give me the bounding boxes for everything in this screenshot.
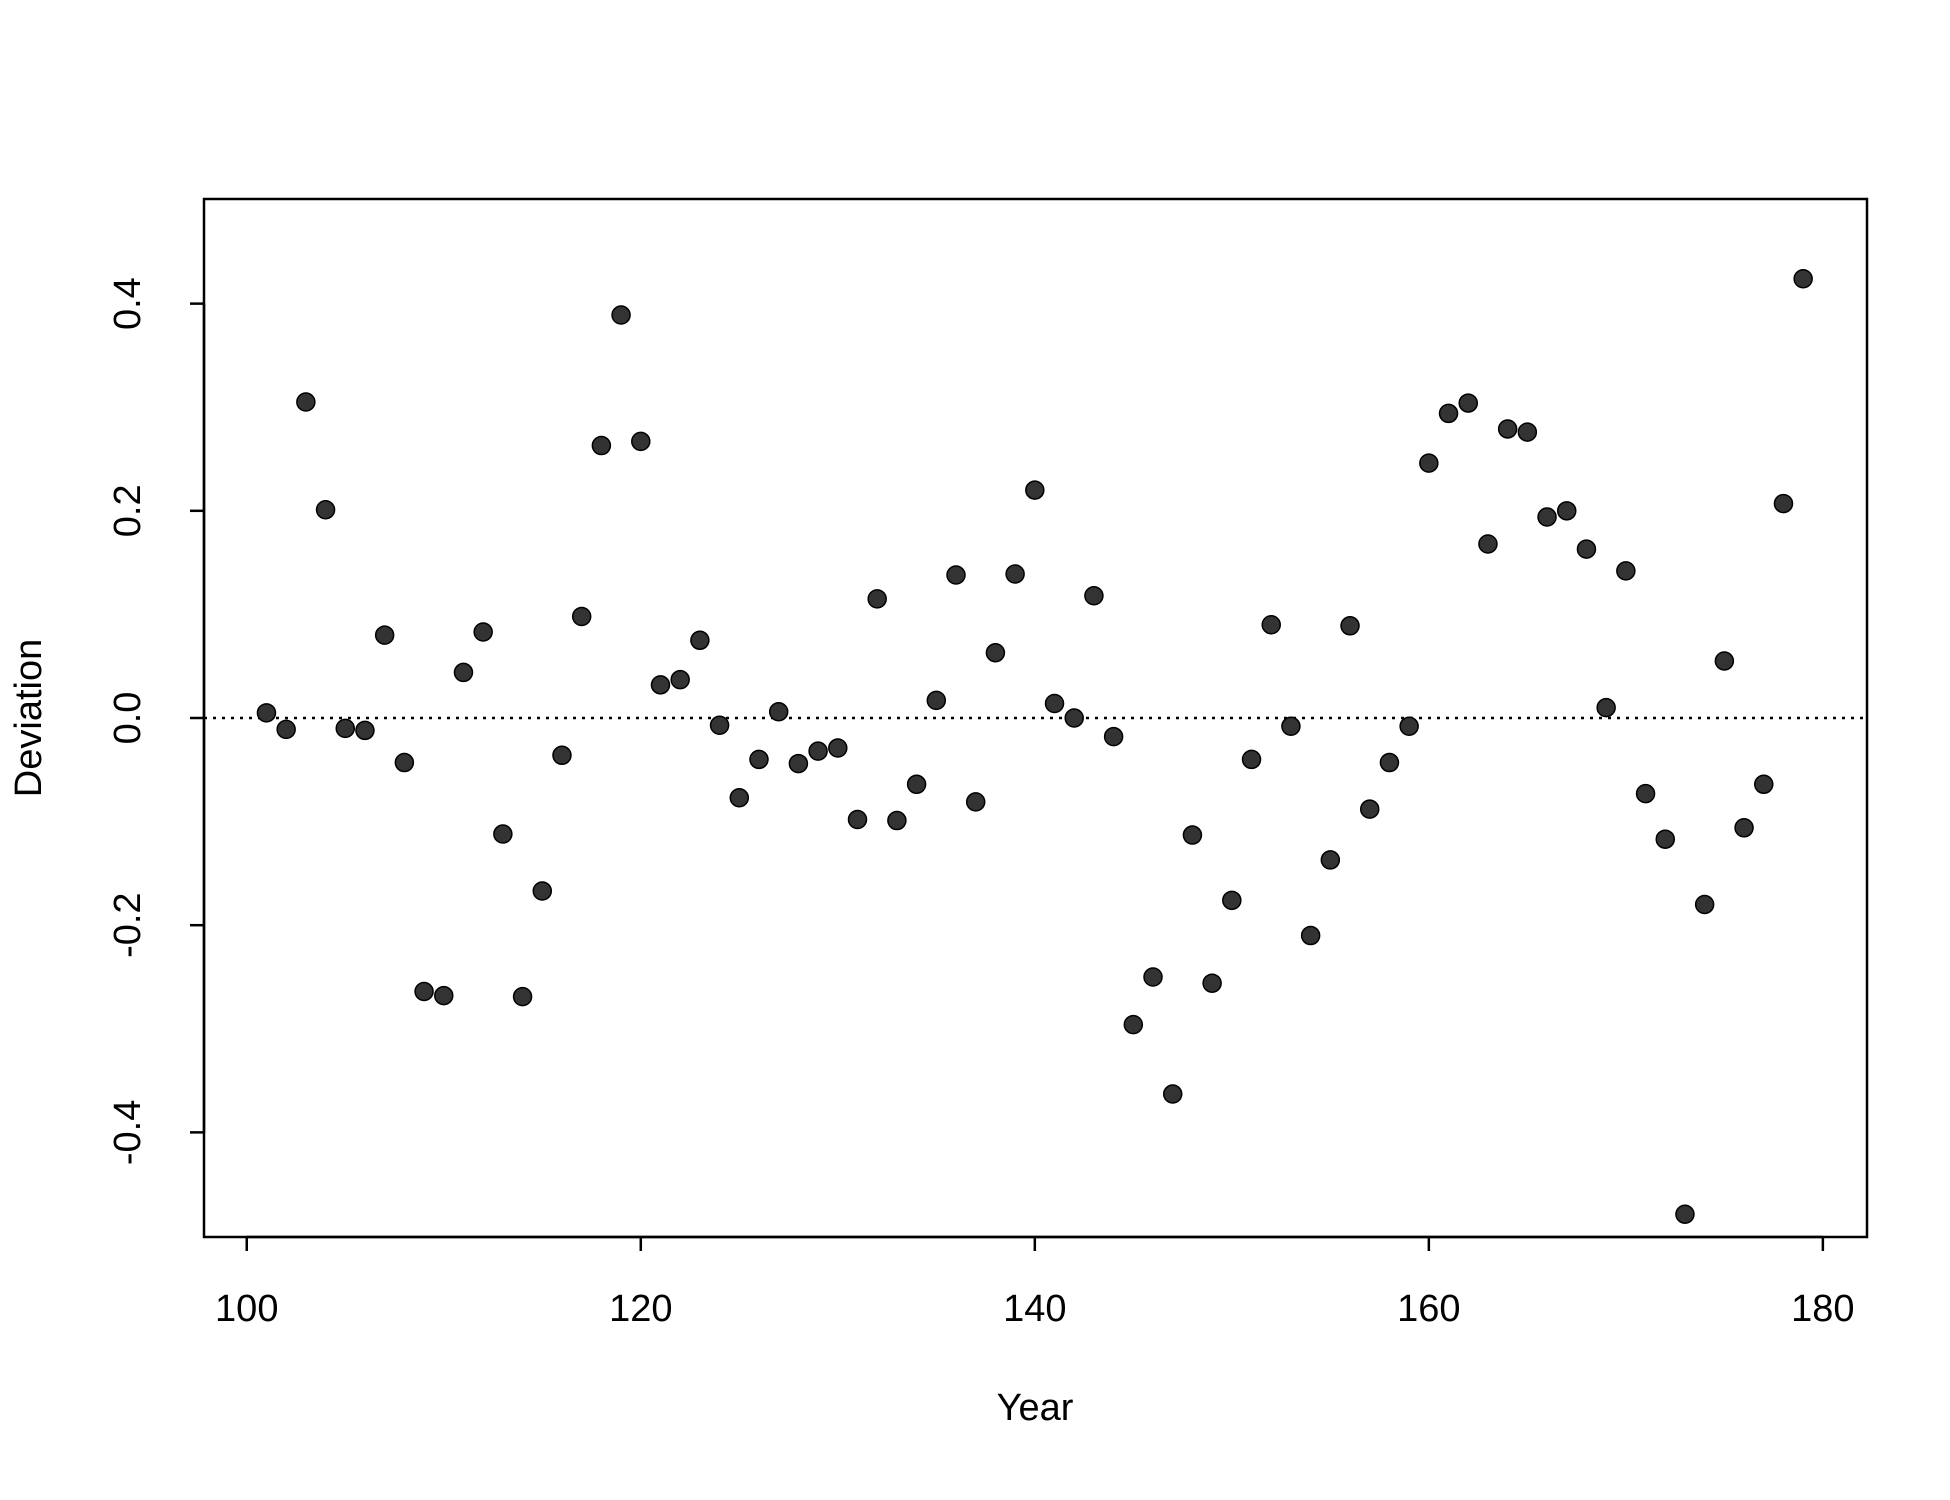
point (394, 752, 415, 773)
point (1241, 749, 1262, 770)
point (690, 630, 710, 651)
point (453, 662, 474, 683)
point (276, 719, 296, 740)
point (1635, 783, 1656, 804)
point (1714, 651, 1735, 671)
point (1044, 693, 1065, 714)
point (1419, 453, 1439, 473)
point (709, 715, 730, 736)
point (1300, 925, 1321, 946)
point (1222, 890, 1242, 911)
point (965, 792, 986, 812)
point (788, 753, 809, 774)
point (650, 675, 671, 695)
point (1754, 774, 1774, 795)
y-tick-label: -0.2 (107, 892, 149, 957)
y-tick-label: -0.4 (107, 1100, 149, 1165)
point (374, 625, 395, 645)
point (1497, 419, 1518, 439)
point (1202, 973, 1222, 993)
y-axis-label: Deviation (8, 639, 50, 797)
point (1773, 493, 1794, 514)
point (1182, 825, 1203, 845)
point (1123, 1014, 1144, 1035)
x-tick-label: 140 (1003, 1288, 1066, 1330)
point (1162, 1084, 1183, 1104)
point (296, 392, 316, 412)
point (414, 981, 434, 1002)
point (1103, 726, 1124, 747)
point (749, 749, 769, 770)
point (493, 824, 513, 844)
point (1025, 480, 1045, 500)
point (571, 606, 592, 627)
point (591, 435, 612, 456)
x-tick-label: 180 (1791, 1288, 1854, 1330)
x-tick-label: 160 (1397, 1288, 1460, 1330)
point (670, 669, 690, 690)
point (887, 810, 907, 831)
point (1517, 422, 1538, 442)
point (847, 809, 868, 830)
x-tick-label: 120 (609, 1288, 672, 1330)
point (256, 703, 277, 723)
point (434, 985, 454, 1006)
point (1084, 586, 1104, 606)
point (1616, 561, 1636, 581)
y-tick-label: 0.4 (107, 277, 149, 330)
point (1379, 752, 1400, 773)
point (611, 305, 631, 325)
point (1556, 501, 1577, 521)
point (1005, 564, 1025, 584)
point (473, 622, 493, 642)
point (1438, 403, 1459, 424)
point (1734, 818, 1754, 838)
point (355, 720, 375, 741)
point (808, 741, 828, 761)
point (985, 642, 1006, 663)
point (1143, 967, 1163, 987)
point (1320, 850, 1341, 870)
point (1399, 716, 1419, 737)
point (828, 738, 848, 758)
point (1655, 829, 1676, 849)
point (552, 745, 572, 766)
point (1359, 799, 1380, 819)
point (1064, 708, 1084, 728)
point (729, 788, 750, 808)
point (335, 718, 356, 739)
x-tick-label: 100 (215, 1288, 278, 1330)
point (1537, 507, 1557, 527)
point (1675, 1204, 1695, 1224)
point (1793, 269, 1813, 289)
point (926, 690, 947, 711)
y-tick-label: 0.2 (107, 484, 149, 537)
x-axis-label: Year (997, 1387, 1074, 1429)
point (1458, 393, 1478, 413)
point (1340, 616, 1360, 636)
point (1576, 539, 1597, 559)
point (512, 986, 533, 1007)
point (1261, 615, 1281, 635)
point (906, 774, 927, 795)
point (1478, 534, 1498, 554)
point (1281, 716, 1301, 737)
point (946, 565, 966, 585)
point (1596, 697, 1616, 718)
point (768, 702, 789, 722)
point (315, 500, 336, 520)
point (867, 589, 887, 609)
point (1694, 894, 1715, 915)
point (532, 881, 553, 901)
y-tick-label: 0.0 (107, 692, 149, 745)
point (631, 431, 651, 452)
